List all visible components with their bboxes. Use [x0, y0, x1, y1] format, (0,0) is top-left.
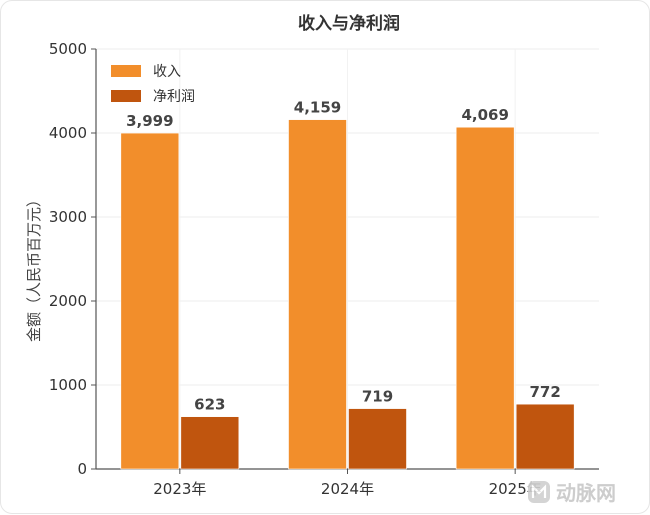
legend-swatch-revenue	[111, 65, 141, 77]
value-label-net-profit-1: 719	[362, 388, 393, 406]
arterial-network-logo-icon	[528, 481, 550, 503]
bar-net-profit-1	[348, 408, 407, 470]
value-label-revenue-1: 4,159	[294, 99, 341, 117]
value-label-revenue-0: 3,999	[126, 112, 173, 130]
bar-net-profit-0	[180, 416, 240, 470]
bar-net-profit-2	[515, 403, 575, 470]
grid-lines	[96, 48, 599, 470]
legend-label-net-profit: 净利润	[153, 89, 195, 105]
x-tick-label-0: 2023年	[153, 480, 206, 498]
y-tick-label-0: 0	[77, 460, 87, 478]
watermark: 动脉网	[528, 481, 616, 505]
watermark-text: 动脉网	[556, 481, 616, 505]
x-tick-labels: 2023年 2024年 2025年	[153, 480, 542, 498]
y-tick-label-2: 2000	[49, 292, 87, 310]
legend-label-revenue: 收入	[153, 64, 181, 80]
bar-revenue-1	[288, 119, 347, 470]
y-tick-label-3: 3000	[49, 208, 87, 226]
y-tick-labels: 0 1000 2000 3000 4000 5000	[49, 40, 87, 478]
y-axis-label: 金额（人民币百万元）	[25, 192, 43, 342]
value-labels: 3,999 623 4,159 719 4,069 772	[126, 99, 561, 414]
y-tick-label-4: 4000	[49, 124, 87, 142]
axes	[91, 48, 599, 474]
chart-title: 收入与净利润	[298, 13, 400, 34]
value-label-net-profit-2: 772	[530, 383, 561, 401]
x-tick-label-1: 2024年	[321, 480, 374, 498]
value-label-net-profit-0: 623	[194, 396, 225, 414]
value-label-revenue-2: 4,069	[461, 106, 508, 124]
y-tick-label-5: 5000	[49, 40, 87, 58]
bar-revenue-2	[455, 126, 515, 470]
legend-swatch-net-profit	[111, 90, 141, 102]
y-tick-label-1: 1000	[49, 376, 87, 394]
bar-revenue-0	[120, 132, 180, 470]
bars	[120, 119, 575, 470]
